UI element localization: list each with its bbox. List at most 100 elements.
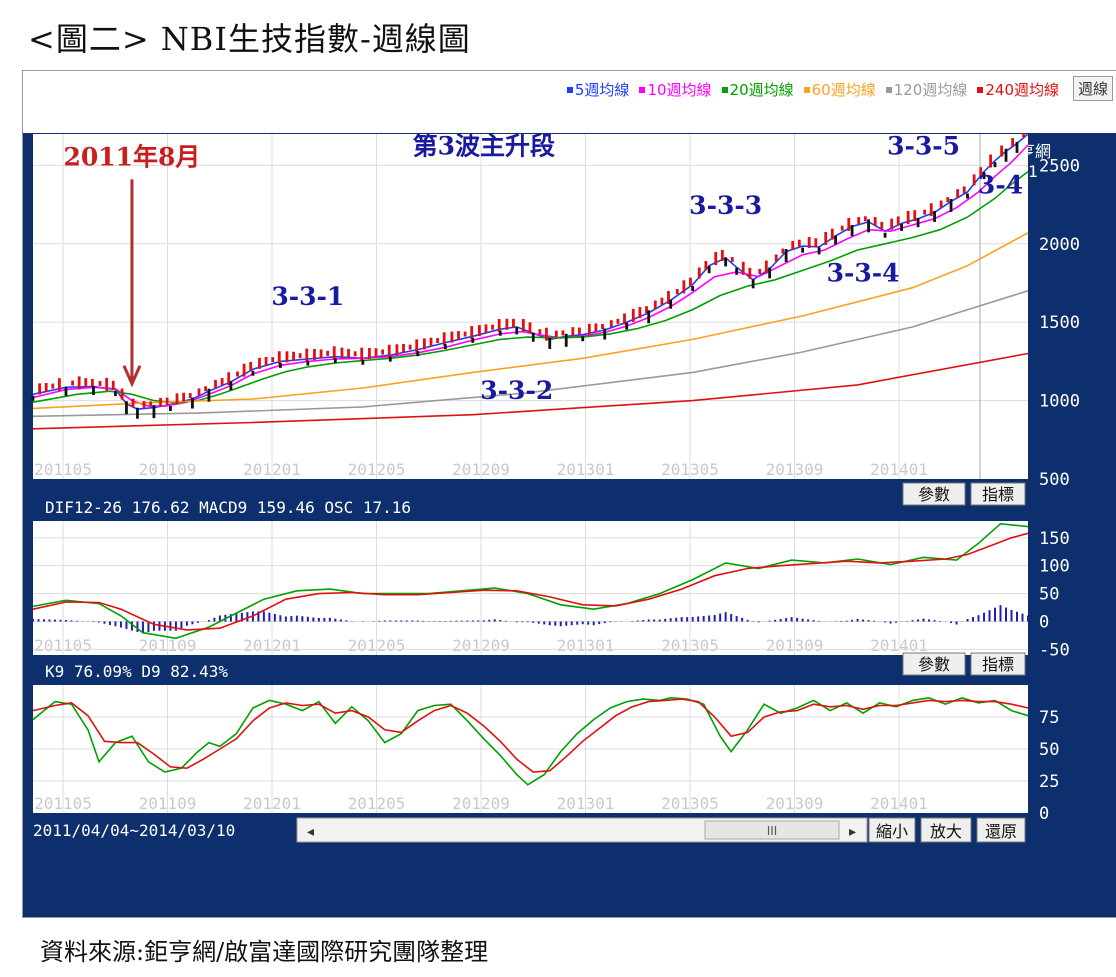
kd-indicator-button-bg[interactable] bbox=[970, 652, 1026, 676]
candle bbox=[292, 351, 295, 361]
candle bbox=[667, 290, 670, 304]
y-tick-label: 2500 bbox=[1039, 156, 1080, 176]
candle bbox=[916, 218, 920, 228]
candle bbox=[890, 218, 894, 230]
candle bbox=[631, 308, 635, 322]
candle bbox=[814, 238, 818, 248]
scroll-left-button[interactable]: ◂ bbox=[307, 824, 314, 840]
candle bbox=[361, 359, 365, 365]
y-tick-label: 0 bbox=[1039, 804, 1049, 824]
zoom-in-button-label[interactable]: 放大 bbox=[930, 822, 962, 841]
candle bbox=[38, 383, 41, 395]
candle bbox=[57, 378, 61, 392]
candle bbox=[298, 353, 302, 359]
kd-indicator-button-label[interactable]: 指標 bbox=[982, 655, 1014, 674]
candle bbox=[470, 326, 474, 340]
y-tick-label: -50 bbox=[1039, 640, 1070, 660]
restore-button-label[interactable]: 還原 bbox=[985, 822, 1017, 841]
kd-params-button-bg[interactable] bbox=[902, 652, 966, 676]
candle bbox=[660, 297, 664, 305]
macd-indicator-button-bg[interactable] bbox=[970, 482, 1026, 506]
candle bbox=[609, 320, 613, 328]
candle bbox=[105, 377, 109, 391]
panel-macd: 201105 201109 201201 201205 201209 201301 2013… bbox=[32, 521, 1070, 660]
candle bbox=[498, 330, 502, 336]
candle bbox=[497, 319, 501, 333]
kd-indicator-button[interactable]: 指標 bbox=[970, 652, 1026, 676]
annotation-label: 3-3-2 bbox=[480, 376, 553, 405]
annotation-arrowhead bbox=[122, 365, 142, 388]
y-tick-label: 75 bbox=[1039, 708, 1059, 728]
candle bbox=[594, 323, 598, 333]
candle bbox=[616, 318, 620, 324]
candle bbox=[175, 393, 179, 405]
candle bbox=[1011, 138, 1015, 148]
candle bbox=[305, 348, 309, 362]
candle bbox=[64, 386, 68, 396]
candle bbox=[735, 267, 739, 275]
macd-indicator-button-label[interactable]: 指標 bbox=[982, 485, 1014, 504]
x-tick-label: 201209 bbox=[452, 794, 510, 813]
scrollbar-thumb-grip[interactable]: III bbox=[767, 824, 778, 838]
x-tick-label: 201301 bbox=[557, 636, 615, 655]
candle bbox=[989, 154, 993, 168]
candle bbox=[880, 221, 884, 229]
series-line-K9 bbox=[32, 696, 1029, 786]
candle bbox=[623, 313, 626, 325]
macd-params-button[interactable]: 參數 bbox=[902, 482, 966, 506]
macd-indicator-button[interactable]: 指標 bbox=[970, 482, 1026, 506]
candle bbox=[285, 351, 289, 363]
period-selector[interactable]: 週線 bbox=[1072, 76, 1113, 101]
candle bbox=[491, 324, 494, 330]
candle bbox=[645, 306, 648, 314]
candle bbox=[748, 267, 752, 279]
candle bbox=[408, 344, 412, 350]
candle bbox=[741, 261, 745, 275]
candle bbox=[675, 289, 679, 295]
zoom-in-button[interactable]: 放大 bbox=[920, 817, 972, 843]
zoom-out-button-label[interactable]: 縮小 bbox=[876, 822, 908, 841]
candle bbox=[689, 277, 692, 287]
kd-params-button-label[interactable]: 參數 bbox=[918, 655, 950, 674]
candle bbox=[264, 356, 268, 366]
candle bbox=[484, 324, 488, 334]
scroll-right-button[interactable]: ▸ bbox=[849, 824, 856, 840]
restore-button[interactable]: 還原 bbox=[976, 817, 1026, 843]
restore-button-bg[interactable] bbox=[976, 817, 1026, 843]
candle bbox=[340, 347, 344, 359]
y-tick-label: 500 bbox=[1039, 470, 1070, 490]
candle bbox=[791, 240, 795, 250]
x-tick-label: 201401 bbox=[870, 636, 928, 655]
candle bbox=[388, 356, 392, 362]
scrollbar-thumb[interactable] bbox=[704, 820, 840, 840]
zoom-out-button[interactable]: 縮小 bbox=[868, 817, 916, 843]
candle bbox=[125, 401, 128, 415]
candle bbox=[933, 210, 936, 222]
candle bbox=[505, 318, 509, 330]
macd-params-button-bg[interactable] bbox=[902, 482, 966, 506]
x-tick-label: 201401 bbox=[870, 460, 928, 479]
legend-label: 240週均線 bbox=[985, 81, 1059, 99]
candle bbox=[581, 336, 585, 342]
candle bbox=[840, 225, 844, 231]
candle bbox=[528, 322, 532, 334]
candle bbox=[697, 267, 701, 279]
x-tick-label: 201201 bbox=[243, 636, 301, 655]
zoom-in-button-bg[interactable] bbox=[920, 817, 972, 843]
macd-params-button-label[interactable]: 參數 bbox=[918, 485, 950, 504]
candle bbox=[142, 401, 146, 409]
candle bbox=[332, 346, 336, 360]
ma-info-tail: 1 bbox=[1028, 162, 1038, 181]
legend-swatch bbox=[566, 86, 573, 93]
candle bbox=[242, 363, 246, 377]
candle bbox=[824, 232, 828, 246]
candle bbox=[857, 217, 861, 225]
candle bbox=[84, 378, 88, 388]
kd-params-button[interactable]: 參數 bbox=[902, 652, 966, 676]
candle bbox=[867, 219, 870, 233]
legend-label: 10週均線 bbox=[647, 81, 712, 99]
zoom-out-button-bg[interactable] bbox=[868, 817, 916, 843]
x-tick-label: 201209 bbox=[452, 636, 510, 655]
candle bbox=[1000, 145, 1004, 157]
candle bbox=[1004, 148, 1008, 162]
